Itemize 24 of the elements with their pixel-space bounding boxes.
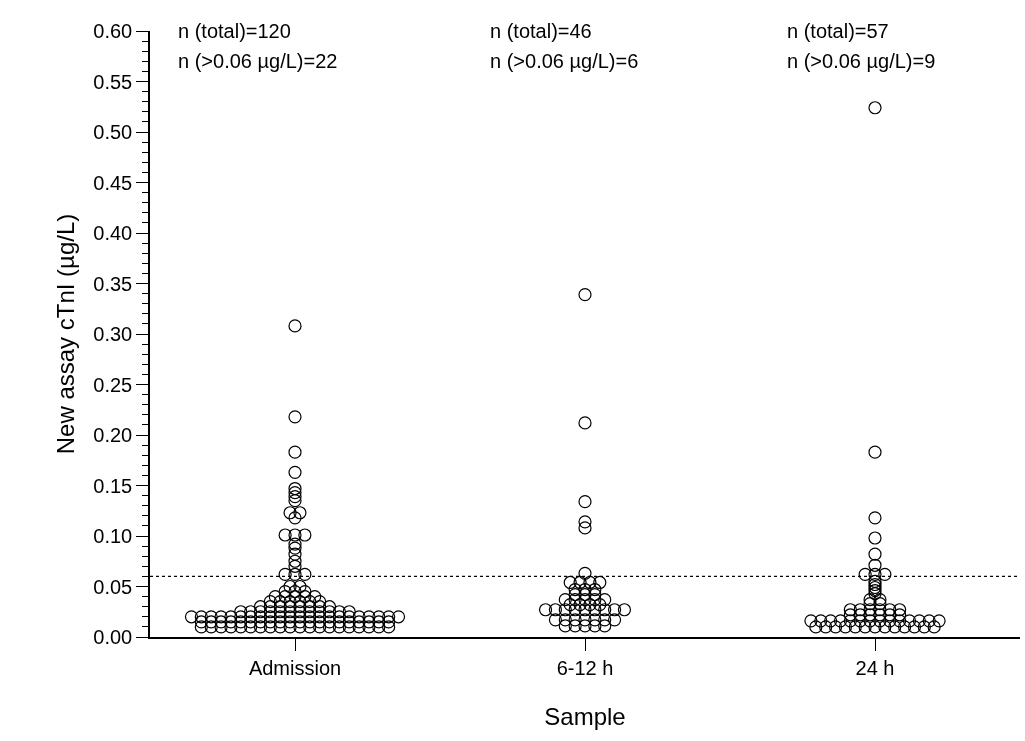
annotation: n (total)=46 — [490, 20, 592, 42]
x-tick-label: 24 h — [855, 656, 895, 679]
y-tick-label: 0.05 — [93, 575, 133, 598]
x-tick-label: 6-12 h — [556, 656, 614, 679]
y-tick-label: 0.10 — [93, 525, 133, 547]
annotation: n (>0.06 µg/L)=6 — [490, 50, 639, 72]
y-tick-label: 0.60 — [93, 20, 133, 42]
y-tick-label: 0.20 — [93, 424, 133, 446]
annotation: n (>0.06 µg/L)=9 — [787, 50, 936, 72]
y-tick-label: 0.45 — [93, 171, 133, 194]
y-tick-label: 0.15 — [93, 474, 133, 497]
y-tick-label: 0.35 — [93, 272, 133, 295]
y-tick-label: 0.40 — [93, 222, 133, 244]
y-axis-title: New assay cTnI (µg/L) — [51, 213, 79, 455]
y-tick-label: 0.30 — [93, 323, 133, 345]
x-axis-title: Sample — [544, 702, 626, 730]
y-tick-label: 0.25 — [93, 373, 133, 396]
annotation: n (total)=57 — [787, 20, 889, 42]
y-tick-label: 0.50 — [93, 121, 133, 143]
annotation: n (total)=120 — [178, 20, 291, 42]
y-tick-label: 0.00 — [93, 626, 133, 648]
annotation: n (>0.06 µg/L)=22 — [178, 50, 338, 72]
y-tick-label: 0.55 — [93, 70, 133, 93]
x-tick-label: Admission — [248, 656, 342, 679]
